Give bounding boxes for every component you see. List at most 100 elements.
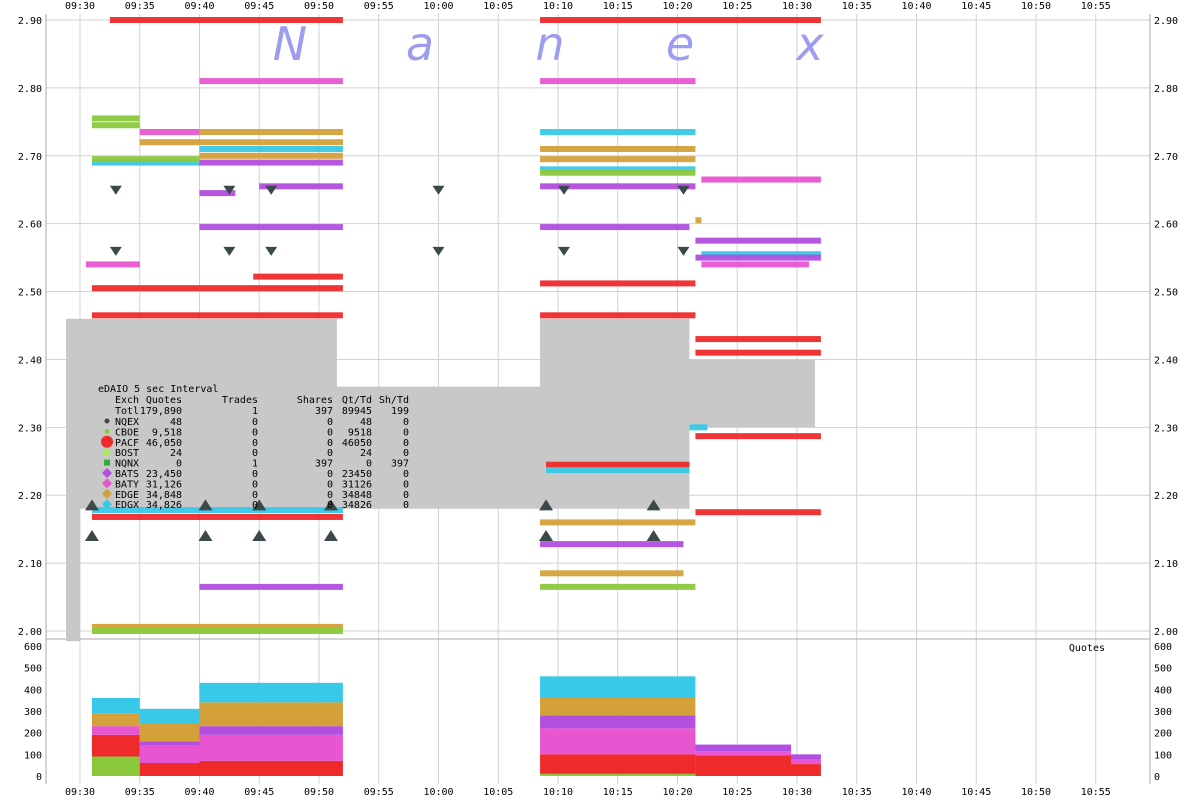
quote-band-baty <box>199 78 343 85</box>
x-tick-label-bottom: 10:55 <box>1081 787 1111 798</box>
volume-tick-label-left: 200 <box>24 729 42 740</box>
quote-band-bats <box>540 224 690 231</box>
table-cell: 0 <box>403 490 409 501</box>
table-cell: 0 <box>327 448 333 459</box>
x-tick-label-bottom: 10:30 <box>782 787 812 798</box>
y-tick-label-left: 2.40 <box>18 355 42 366</box>
table-total-cell: Totl <box>115 406 139 417</box>
x-tick-label-top: 10:55 <box>1081 1 1111 12</box>
table-cell: 0 <box>327 479 333 490</box>
volume-tick-label-left: 0 <box>36 772 42 783</box>
volume-tick-label-left: 100 <box>24 750 42 761</box>
watermark-letter: a <box>406 17 434 71</box>
nqex-quote-marker <box>84 529 99 541</box>
volume-area-edge <box>139 724 200 742</box>
x-tick-label-top: 10:20 <box>662 1 692 12</box>
volume-area-baty <box>139 745 200 763</box>
table-total-cell: 199 <box>391 406 409 417</box>
nqex-quote-marker <box>432 246 445 256</box>
volume-area-baty <box>91 726 140 735</box>
quote-band-edge <box>199 129 343 136</box>
table-exch-cell: BATS <box>115 469 139 480</box>
volume-area-baty <box>695 751 792 756</box>
quote-band-edgx <box>540 166 696 173</box>
x-tick-label-bottom: 09:35 <box>125 787 155 798</box>
quote-band-baty <box>701 261 809 268</box>
table-cell: 0 <box>252 469 258 480</box>
nqex-quote-marker <box>323 499 338 511</box>
y-tick-label-left: 2.80 <box>18 84 42 95</box>
quote-band-bats <box>540 541 684 548</box>
y-tick-label-right: 2.90 <box>1154 16 1178 27</box>
volume-tick-label-left: 400 <box>24 685 42 696</box>
table-cell: 0 <box>403 469 409 480</box>
quote-band-pacf <box>695 336 821 343</box>
quote-band-cboe <box>91 628 343 634</box>
quote-band-edge <box>91 623 343 630</box>
quote-band-baty <box>540 78 696 85</box>
quote-band-baty <box>85 261 140 268</box>
quote-band-edge <box>540 145 696 152</box>
volume-area-baty <box>199 734 343 761</box>
nqex-quote-marker <box>646 499 661 511</box>
y-tick-label-right: 2.10 <box>1154 559 1178 570</box>
y-tick-label-right: 2.60 <box>1154 220 1178 231</box>
y-tick-label-right: 2.50 <box>1154 288 1178 299</box>
table-cell: 31,126 <box>146 479 182 490</box>
volume-area-edge <box>199 702 343 727</box>
x-tick-label-top: 10:30 <box>782 1 812 12</box>
table-cell: 0 <box>403 438 409 449</box>
nqex-quote-marker <box>539 499 554 511</box>
volume-tick-label-left: 500 <box>24 664 42 675</box>
volume-area-pacf <box>791 764 821 776</box>
table-exch-cell: BOST <box>115 448 139 459</box>
nqex-quote-marker <box>323 529 338 541</box>
nqex-quote-marker <box>198 529 213 541</box>
legend-marker <box>104 428 110 434</box>
y-tick-label-left: 2.70 <box>18 152 42 163</box>
volume-tick-label-right: 500 <box>1154 664 1172 675</box>
nqex-markers <box>84 185 690 541</box>
x-tick-label-bottom: 09:30 <box>65 787 95 798</box>
quote-band-edgx <box>91 507 343 514</box>
table-cell: 34,826 <box>146 500 182 511</box>
quote-band-pacf <box>109 17 343 23</box>
x-tick-label-bottom: 10:40 <box>901 787 931 798</box>
y-tick-label-left: 2.90 <box>18 16 42 27</box>
nqex-quote-marker <box>677 246 690 256</box>
table-cell: 0 <box>403 479 409 490</box>
quote-band-pacf <box>91 312 343 319</box>
nqex-quote-marker <box>109 246 122 256</box>
table-cell: 23450 <box>342 469 372 480</box>
x-tick-label-bottom: 09:40 <box>184 787 214 798</box>
table-exch-cell: EDGE <box>115 490 139 501</box>
legend-marker <box>102 499 112 510</box>
quote-band-cboe <box>91 115 140 122</box>
nqex-quote-marker <box>646 529 661 541</box>
quote-band-bats <box>695 237 821 244</box>
table-cell: 397 <box>391 459 409 470</box>
legend-marker <box>102 478 112 489</box>
y-tick-label-left: 2.20 <box>18 491 42 502</box>
volume-area-bats <box>199 726 343 735</box>
volume-tick-label-right: 0 <box>1154 772 1160 783</box>
table-cell: 0 <box>252 417 258 428</box>
table-cell: 23,450 <box>146 469 182 480</box>
table-exch-cell: NQNX <box>115 459 139 470</box>
table-cell: 0 <box>252 490 258 501</box>
nqex-quote-marker <box>539 529 554 541</box>
table-cell: 0 <box>252 427 258 438</box>
quote-band-pacf <box>695 349 821 356</box>
x-tick-label-top: 10:35 <box>842 1 872 12</box>
y-tick-label-right: 2.00 <box>1154 627 1178 638</box>
quote-band-baty <box>701 176 821 183</box>
quote-band-pacf <box>695 509 821 516</box>
nqex-quote-marker <box>109 185 122 195</box>
quote-band-edge <box>540 570 684 577</box>
x-tick-label-bottom: 10:20 <box>662 787 692 798</box>
table-exch-cell: PACF <box>115 438 139 449</box>
legend-marker <box>104 459 110 466</box>
table-cell: 0 <box>327 500 333 511</box>
quote-band-bats <box>695 254 821 261</box>
x-tick-label-bottom: 10:50 <box>1021 787 1051 798</box>
